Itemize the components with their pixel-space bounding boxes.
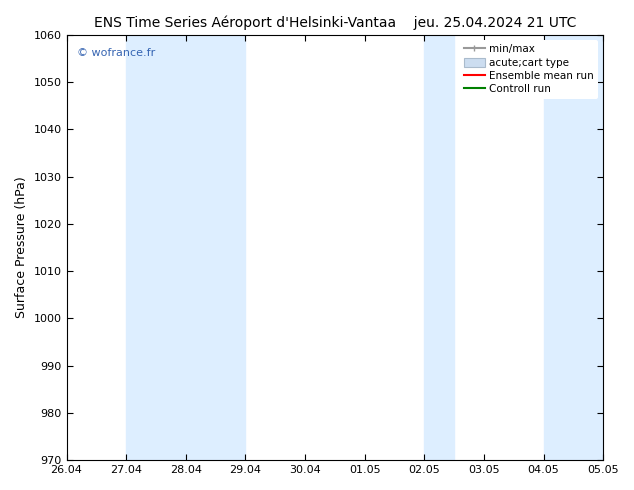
Bar bbox=[126, 35, 245, 460]
Title: ENS Time Series Aéroport d'Helsinki-Vantaa    jeu. 25.04.2024 21 UTC: ENS Time Series Aéroport d'Helsinki-Vant… bbox=[94, 15, 576, 29]
Bar bbox=[424, 35, 454, 460]
Y-axis label: Surface Pressure (hPa): Surface Pressure (hPa) bbox=[15, 176, 28, 318]
Legend: min/max, acute;cart type, Ensemble mean run, Controll run: min/max, acute;cart type, Ensemble mean … bbox=[460, 40, 598, 98]
Text: © wofrance.fr: © wofrance.fr bbox=[77, 48, 155, 58]
Bar bbox=[543, 35, 634, 460]
